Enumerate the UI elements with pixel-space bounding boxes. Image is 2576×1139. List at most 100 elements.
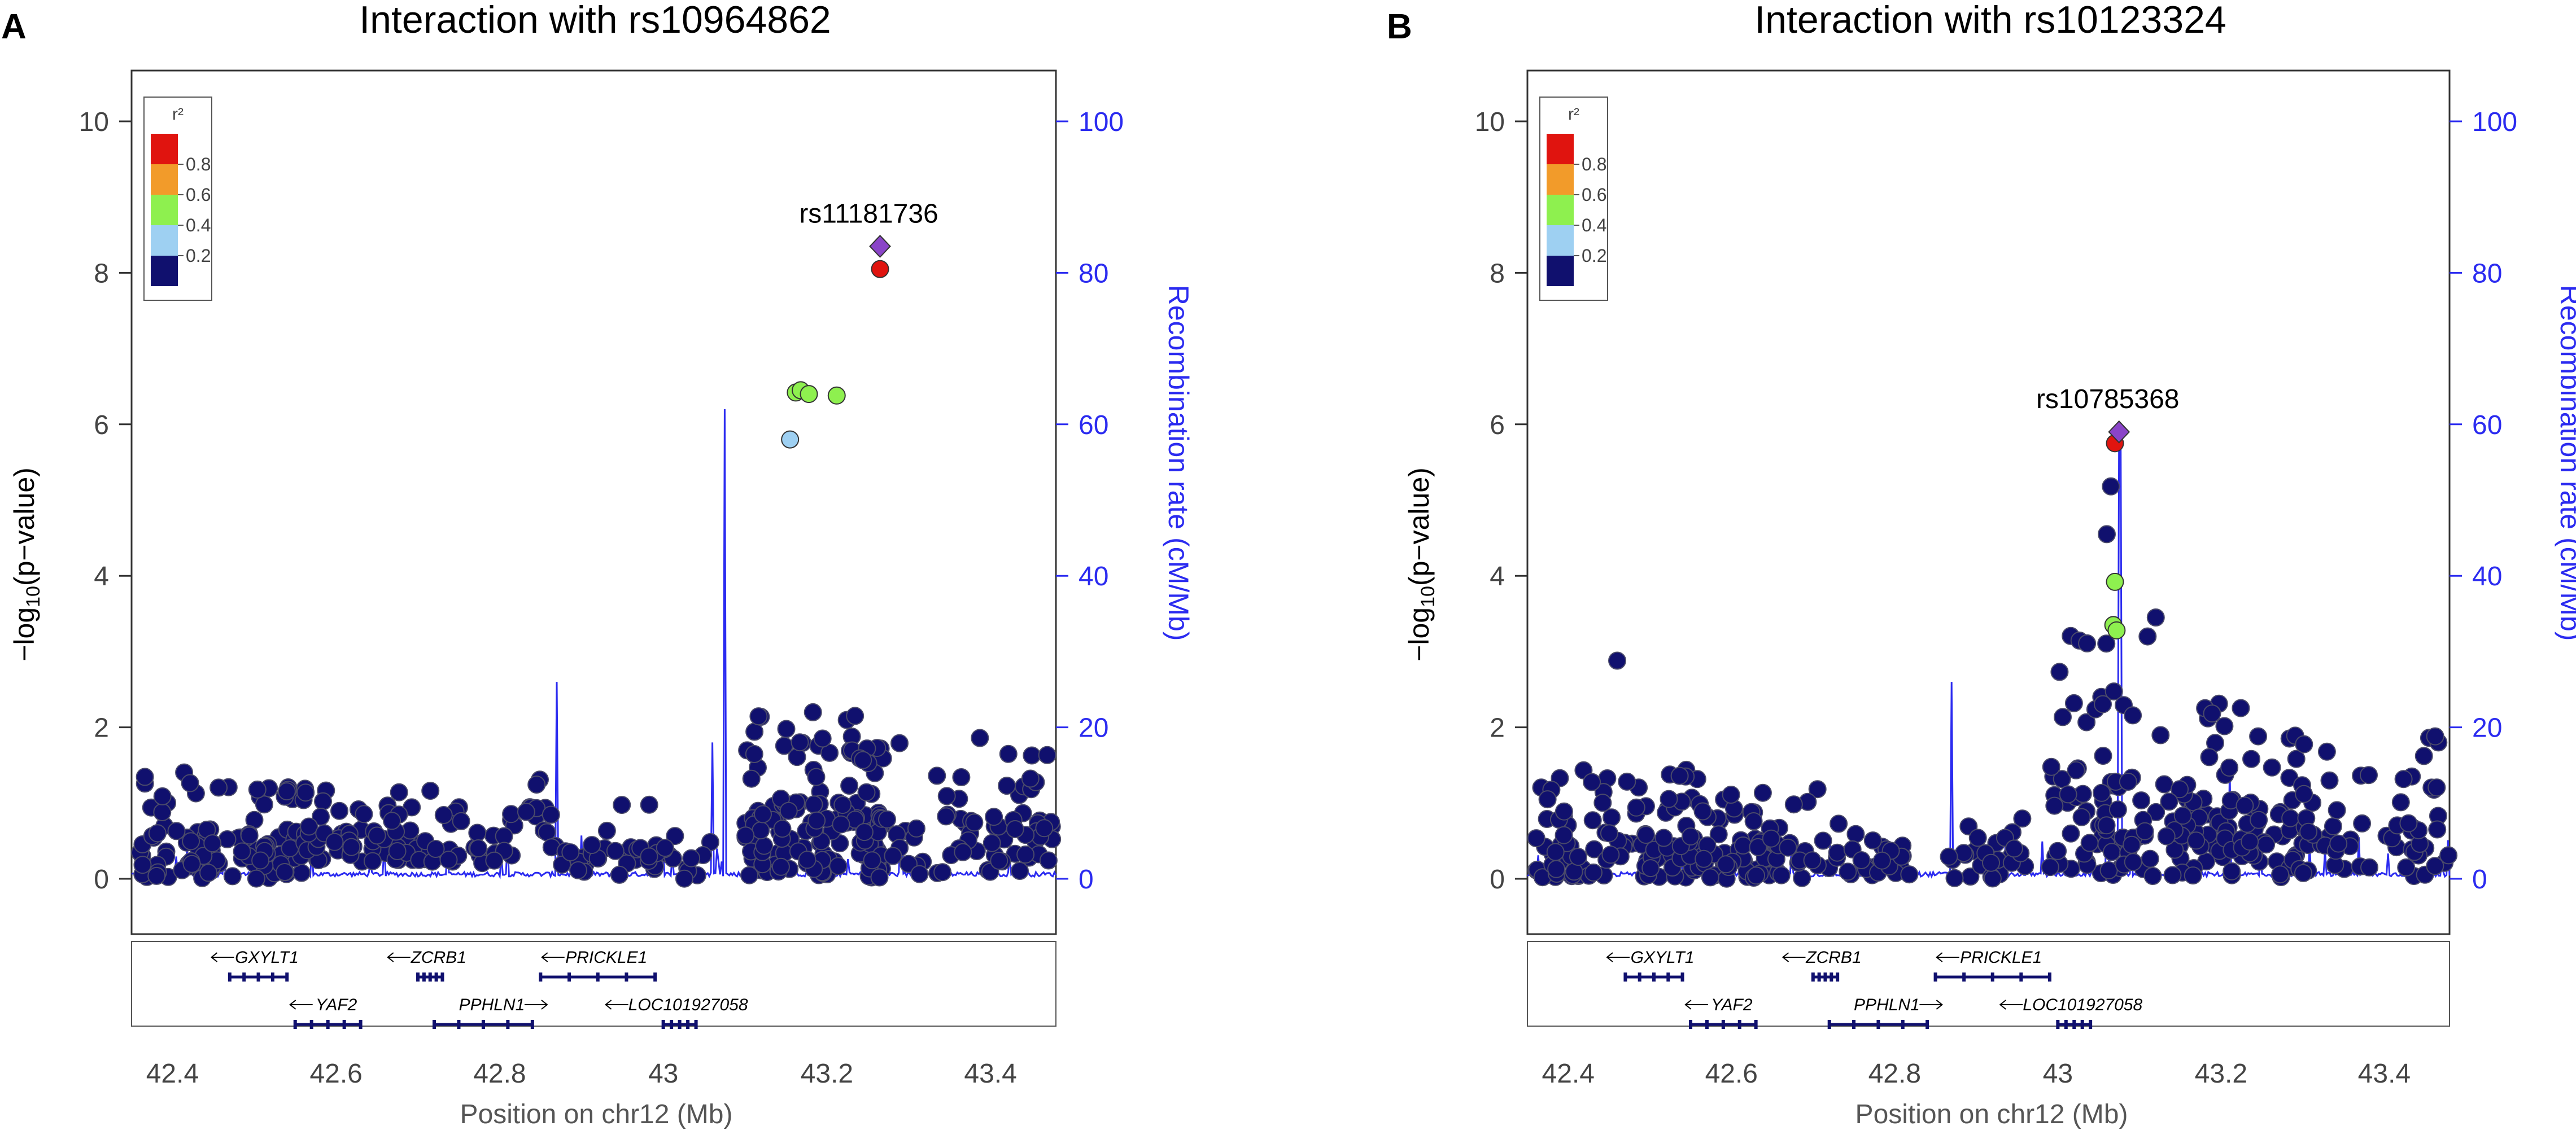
snp-point — [2295, 735, 2313, 754]
snp-point — [342, 838, 361, 856]
snp-point — [736, 826, 755, 845]
snp-point — [1954, 844, 1973, 862]
snp-point — [2324, 817, 2342, 835]
gene-exon — [653, 972, 657, 982]
snp-point — [2124, 853, 2142, 871]
snp-point — [1603, 808, 1621, 827]
snp-point — [368, 826, 386, 845]
snp-point — [255, 795, 273, 814]
panel-a: A Interaction with rs10964862 −log10(p−v… — [1, 0, 1194, 1129]
snp-point — [2013, 809, 2032, 828]
snp-point — [1608, 651, 1626, 670]
snp-point — [855, 823, 874, 842]
snp-point — [675, 869, 693, 888]
snp-point — [223, 867, 242, 886]
gene-exon — [457, 1020, 461, 1029]
gene-exon — [285, 972, 289, 982]
snp-point — [656, 839, 674, 857]
y2-tick-label: 0 — [2472, 865, 2487, 895]
plot-area: 0246810020406080100rs11181736r²0.80.60.4… — [79, 69, 1124, 1089]
gene-exon — [596, 972, 600, 982]
snp-point — [2399, 814, 2418, 833]
snp-point — [2097, 634, 2116, 653]
snp-point — [296, 783, 315, 802]
snp-point — [2094, 747, 2112, 765]
gene-exon — [326, 1020, 330, 1029]
snp-point — [133, 856, 152, 874]
snp-point — [779, 801, 798, 820]
snp-point — [182, 855, 201, 873]
snp-point — [421, 782, 440, 800]
gene-label: LOC101927058 — [628, 996, 748, 1014]
snp-point — [2426, 727, 2444, 746]
snp-point — [2138, 627, 2157, 646]
snp-point — [1982, 853, 2000, 872]
snp-point — [233, 842, 251, 861]
gene-exon — [440, 972, 444, 982]
y-tick-label: 8 — [1490, 259, 1505, 288]
x-tick-label: 42.6 — [309, 1059, 362, 1089]
lead-snp-diamond — [869, 234, 891, 258]
gene-exon — [625, 972, 628, 982]
snp-point — [2132, 791, 2151, 810]
snp-point — [2102, 477, 2120, 496]
y-tick-label: 2 — [94, 713, 109, 743]
snp-point — [2141, 849, 2159, 868]
snp-point — [1011, 862, 1029, 880]
y-tick-label: 2 — [1490, 713, 1505, 743]
snp-point — [1863, 831, 1882, 850]
snp-point — [890, 734, 909, 752]
snp-point — [2105, 682, 2123, 701]
gene-exon — [293, 1020, 297, 1029]
strand-arrow — [1782, 952, 1806, 962]
snp-point — [2353, 814, 2372, 833]
snp-point — [1900, 865, 1919, 884]
snp-point — [2236, 796, 2254, 815]
snp-point-highlight — [2107, 621, 2126, 639]
snp-point — [2163, 866, 2182, 884]
gene-exon — [422, 972, 426, 982]
snp-point — [147, 866, 166, 885]
snp-point — [749, 707, 768, 726]
snp-point — [2200, 748, 2219, 766]
chart-title: Interaction with rs10964862 — [359, 0, 831, 41]
legend-label: 0.2 — [1582, 246, 1606, 266]
gene-exon — [1817, 972, 1821, 982]
legend-swatch — [151, 134, 178, 164]
gene-exon — [1926, 1020, 1929, 1029]
snp-point — [1983, 869, 2002, 888]
snp-point — [983, 834, 1001, 852]
snp-point — [426, 840, 445, 858]
gene-exon — [1623, 972, 1627, 982]
snp-point — [2203, 704, 2221, 723]
snp-point — [820, 743, 839, 762]
snp-point — [1872, 851, 1891, 870]
gene-exon — [1962, 972, 1966, 982]
x-axis-label: Position on chr12 (Mb) — [460, 1099, 733, 1129]
snp-point — [203, 834, 222, 853]
snp-point — [1681, 827, 1700, 846]
y-tick-label: 6 — [94, 410, 109, 440]
snp-point — [998, 777, 1016, 795]
snp-point — [971, 729, 989, 747]
gene-exon — [1827, 1020, 1831, 1029]
gene-exon — [506, 1020, 510, 1029]
legend-swatch — [151, 256, 178, 286]
snp-point — [2223, 862, 2241, 880]
snp-point — [884, 847, 902, 865]
snp-point — [2428, 820, 2447, 839]
y2-tick-label: 20 — [1079, 713, 1108, 743]
lead-snp-label: rs10785368 — [2036, 384, 2180, 414]
snp-point — [1600, 824, 1618, 843]
snp-point — [2173, 807, 2192, 825]
x-axis-label: Position on chr12 (Mb) — [1855, 1099, 2128, 1129]
y2-tick-label: 0 — [1079, 865, 1094, 895]
snp-point — [2257, 835, 2276, 854]
gene-exon — [1652, 972, 1656, 982]
legend-label: 0.4 — [186, 215, 211, 235]
gene-exon — [539, 972, 543, 982]
snp-point — [251, 851, 270, 870]
snp-point — [740, 866, 758, 884]
snp-point — [640, 795, 658, 814]
snp-point — [1695, 849, 1713, 868]
